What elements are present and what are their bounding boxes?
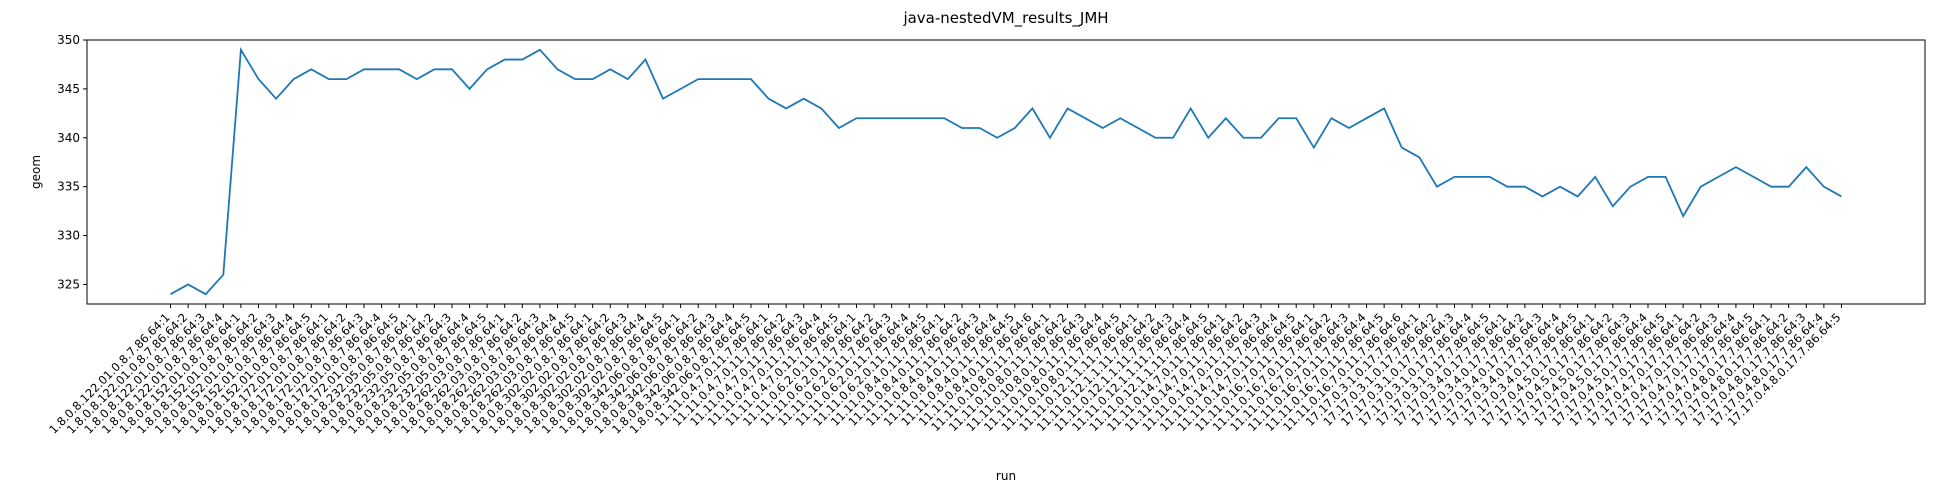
- data-line: [170, 46, 1842, 296]
- y-tick-label: 350: [57, 33, 80, 47]
- y-tick-label: 330: [57, 229, 80, 243]
- y-tick-label: 335: [57, 180, 80, 194]
- plot-frame: [86, 39, 1926, 305]
- y-tick-label: 340: [57, 131, 80, 145]
- chart-title: java-nestedVM_results_JMH: [902, 9, 1108, 28]
- y-tick-label: 345: [57, 82, 80, 96]
- y-axis-label: geom: [29, 155, 43, 189]
- x-axis-label: run: [996, 469, 1016, 483]
- y-tick-label: 325: [57, 277, 80, 291]
